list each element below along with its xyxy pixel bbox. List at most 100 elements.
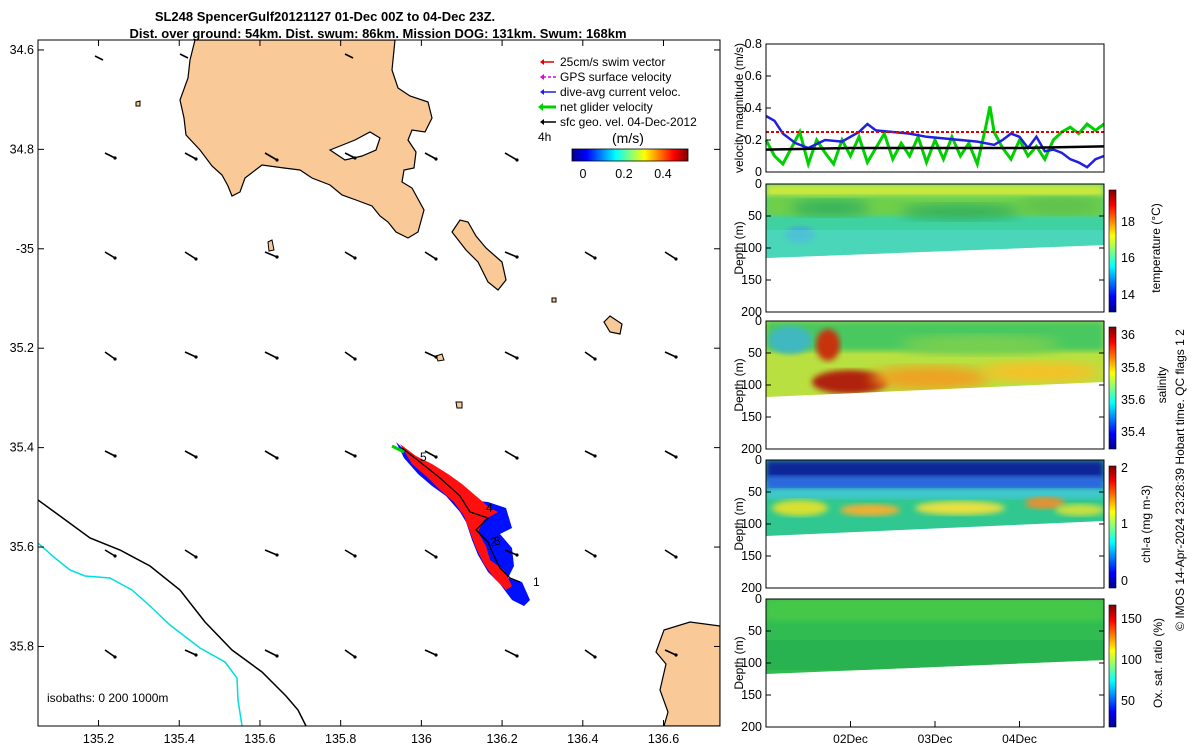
temperature-cbar-label: temperature (°C) bbox=[1149, 203, 1163, 293]
oxygen-cbar-tick-1: 100 bbox=[1121, 653, 1142, 667]
vector-line bbox=[184, 649, 197, 656]
legend-net: net glider velocity bbox=[560, 100, 653, 114]
map-ytick-label: 34.6 bbox=[10, 43, 34, 57]
waypoint-1: 1 bbox=[533, 575, 540, 589]
waypoint-4: 4 bbox=[486, 501, 493, 515]
map-xtick-label: 135.6 bbox=[244, 732, 275, 746]
vector-line bbox=[504, 351, 518, 359]
island-small-1 bbox=[603, 315, 623, 335]
imos-credit: © IMOS 14-Apr-2024 23:28:39 Hobart time.… bbox=[1173, 329, 1187, 631]
island-small-5 bbox=[135, 100, 141, 107]
track-red-swath bbox=[400, 444, 512, 590]
chl-ylabel: Depth (m) bbox=[732, 497, 746, 550]
vector-line bbox=[504, 649, 518, 657]
temperature-ylabel: Depth (m) bbox=[732, 221, 746, 274]
legend-net-arrow-icon bbox=[538, 103, 543, 111]
map-ytick-label: 34.8 bbox=[10, 142, 34, 156]
colorbar-tick-2: 0.4 bbox=[654, 167, 671, 181]
vector-line bbox=[184, 549, 197, 558]
vector-line bbox=[664, 649, 677, 656]
map-xtick-label: 136.6 bbox=[648, 732, 679, 746]
vector-line bbox=[344, 251, 356, 259]
velocity-frame bbox=[765, 43, 1105, 173]
vector-line bbox=[424, 450, 437, 458]
map-xtick-label: 135.2 bbox=[83, 732, 114, 746]
vector-head-icon bbox=[434, 653, 438, 657]
salinity-yaxis: 0 50 100 150 200 bbox=[741, 314, 1104, 456]
colorbar-unit: (m/s) bbox=[612, 130, 644, 146]
chl-heatmap bbox=[766, 460, 1104, 536]
land-yorke-peninsula bbox=[179, 40, 433, 239]
vector-head-icon bbox=[353, 655, 357, 659]
vector-head-icon bbox=[593, 655, 597, 659]
vector-line bbox=[344, 152, 356, 159]
velocity-series-net-glider bbox=[764, 106, 1105, 170]
velocity-tick-label: 0.6 bbox=[745, 69, 762, 83]
salinity-colorbar bbox=[1108, 326, 1117, 450]
vector-head-icon bbox=[515, 255, 519, 259]
track-line bbox=[401, 447, 521, 583]
velocity-tick-label: 0.2 bbox=[745, 133, 762, 147]
vector-head-icon bbox=[113, 554, 117, 558]
salinity-cbar-tick-2: 35.8 bbox=[1121, 361, 1145, 375]
depth-tick-label: 150 bbox=[741, 549, 762, 563]
vector-head-icon bbox=[434, 257, 438, 261]
legend-gps: GPS surface velocity bbox=[560, 70, 671, 84]
vector-head-icon bbox=[113, 454, 117, 458]
vector-line bbox=[94, 55, 104, 61]
vector-head-icon bbox=[194, 355, 198, 359]
depth-tick-label: 200 bbox=[741, 581, 762, 595]
vector-line bbox=[664, 450, 677, 458]
vector-head-icon bbox=[434, 455, 438, 459]
legend-gps-arrow-icon bbox=[540, 74, 544, 80]
map-ytick-label: 35.4 bbox=[10, 441, 34, 455]
vector-head-icon bbox=[194, 555, 198, 559]
vector-head-icon bbox=[434, 555, 438, 559]
track-green-start bbox=[391, 444, 405, 454]
temperature-yaxis: 0 50 100 150 200 bbox=[741, 177, 1104, 319]
vector-head-icon bbox=[353, 454, 357, 458]
temperature-cbar-tick-2: 18 bbox=[1121, 215, 1135, 229]
depth-tick-label: 50 bbox=[748, 624, 762, 638]
depth-tick-label: 50 bbox=[748, 209, 762, 223]
vector-line bbox=[184, 351, 197, 358]
depth-tick-label: 50 bbox=[748, 346, 762, 360]
vector-line bbox=[104, 251, 116, 259]
vector-line bbox=[104, 450, 116, 457]
legend-dive: dive-avg current veloc. bbox=[560, 85, 681, 99]
vector-line bbox=[344, 450, 356, 457]
vector-line bbox=[264, 152, 278, 161]
velocity-panel: 0 0.2 0.4 0.6 0.8 velocity magnitude (m/s) bbox=[732, 37, 1105, 179]
salinity-ylabel: Depth (m) bbox=[732, 358, 746, 411]
map-xtick-label: 135.4 bbox=[164, 732, 195, 746]
isobath-cyan bbox=[38, 542, 243, 726]
vector-line bbox=[584, 549, 596, 557]
salinity-heatmap bbox=[766, 321, 1104, 397]
vector-line bbox=[584, 649, 596, 658]
vector-line bbox=[344, 549, 356, 557]
depth-tick-label: 200 bbox=[741, 305, 762, 319]
vector-line bbox=[184, 450, 197, 458]
chl-cbar-tick-0: 0 bbox=[1121, 574, 1128, 588]
oxygen-panel: 0 50 100 150 200 02Dec 03Dec 04Dec Depth (m) 5… bbox=[732, 592, 1165, 746]
vector-head-icon bbox=[674, 555, 678, 559]
vector-head-icon bbox=[353, 554, 357, 558]
vector-line bbox=[179, 53, 189, 59]
velocity-tick-label: 0.8 bbox=[745, 37, 762, 51]
vector-head-icon bbox=[194, 157, 198, 161]
vector-head-icon bbox=[674, 257, 678, 261]
salinity-cbar-label: salinity bbox=[1155, 367, 1169, 404]
legend-swim-arrow-icon bbox=[540, 59, 544, 65]
map-xtick-label: 136 bbox=[411, 732, 432, 746]
island-small-6 bbox=[551, 297, 557, 303]
vector-head-icon bbox=[434, 355, 438, 359]
oxygen-xaxis: 02Dec 03Dec 04Dec bbox=[833, 721, 1037, 746]
depth-tick-label: 150 bbox=[741, 410, 762, 424]
vector-head-icon bbox=[593, 357, 597, 361]
vector-line bbox=[264, 450, 278, 459]
vector-line bbox=[504, 251, 518, 258]
date-tick-label: 03Dec bbox=[918, 732, 953, 746]
oxygen-cbar-tick-0: 50 bbox=[1121, 694, 1135, 708]
salinity-cbar-tick-0: 35.4 bbox=[1121, 425, 1145, 439]
vector-head-icon bbox=[515, 553, 519, 557]
